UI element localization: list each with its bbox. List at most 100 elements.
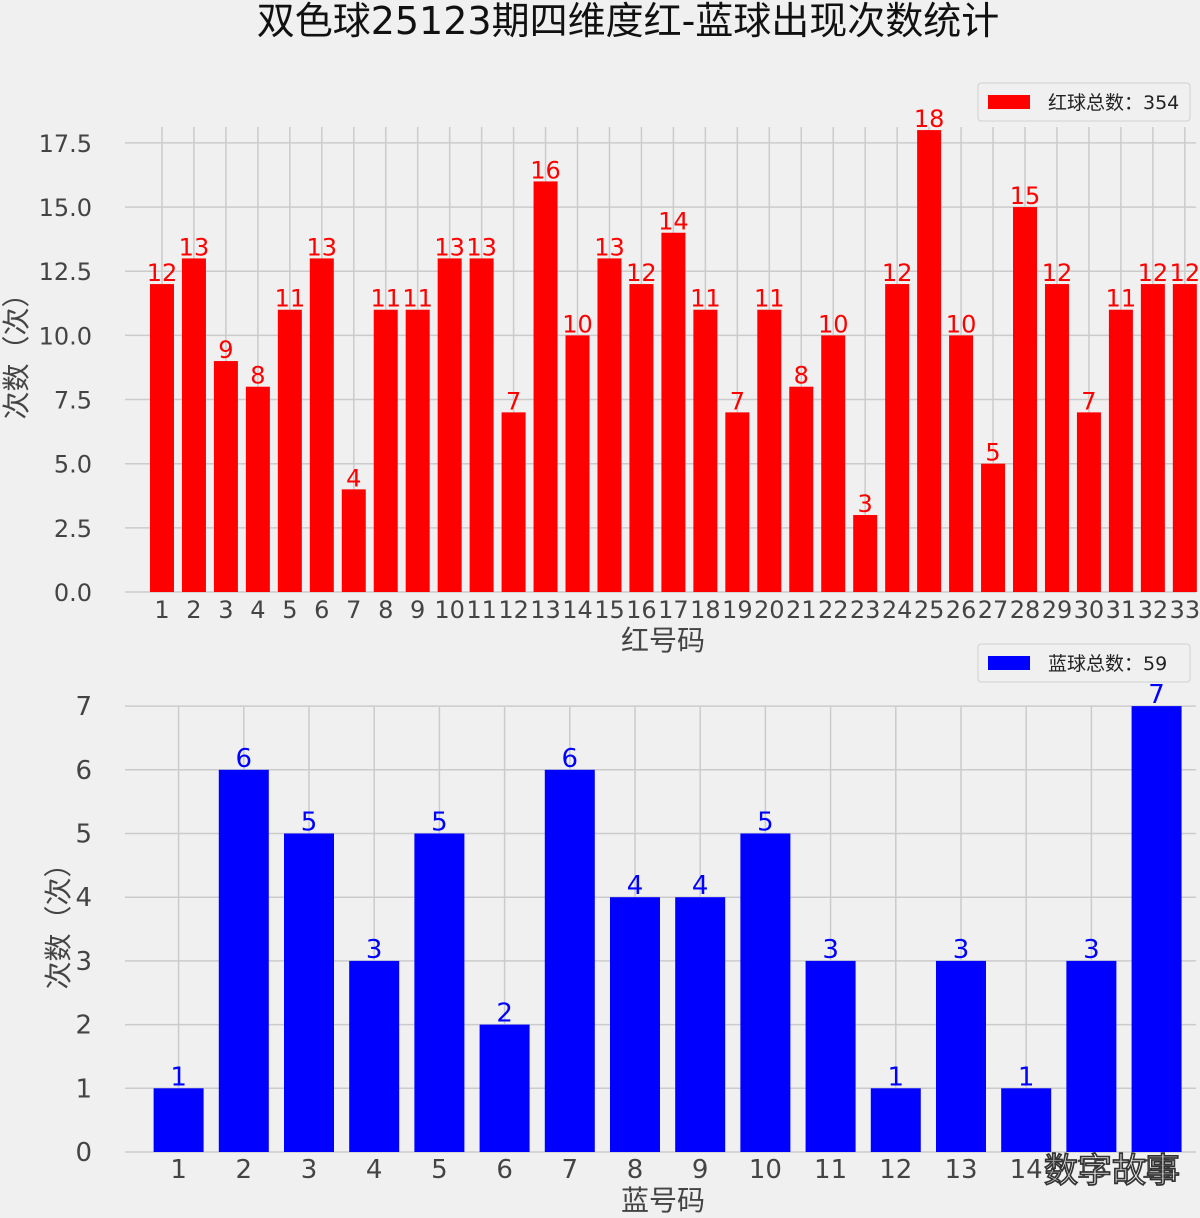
red-bar: [1108, 309, 1133, 592]
blue-bar: [349, 960, 400, 1152]
red-bar: [693, 309, 718, 592]
red-x-tick-label: 30: [1074, 596, 1105, 624]
red-x-tick-label: 27: [978, 596, 1009, 624]
blue-y-tick-label: 1: [75, 1074, 92, 1104]
red-x-tick-label: 24: [882, 596, 913, 624]
watermark-text: 数字故事: [1044, 1151, 1180, 1191]
red-y-tick-label: 10.0: [39, 322, 92, 350]
blue-x-tick-label: 15: [1075, 1155, 1108, 1185]
red-bar: [725, 412, 750, 592]
blue-bar-value-label: 6: [562, 744, 579, 774]
blue-x-tick-label: 7: [562, 1155, 579, 1185]
blue-x-tick-label: 16: [1140, 1155, 1173, 1185]
red-bar-value-label: 10: [818, 310, 849, 338]
blue-legend: 蓝球总数：59: [977, 643, 1191, 683]
red-y-ticks: 0.0 2.5 5.0 7.5 10.0 12.5 15.0 17.5: [39, 130, 92, 607]
red-x-tick-label: 31: [1106, 596, 1137, 624]
red-x-axis-label: 红号码: [621, 624, 705, 657]
blue-bar-value-label: 1: [888, 1062, 905, 1092]
red-bar: [149, 284, 174, 592]
red-y-tick-label: 17.5: [39, 130, 92, 158]
blue-bar: [479, 1024, 530, 1152]
blue-bar-value-label: 3: [366, 935, 383, 965]
red-bar: [1044, 284, 1069, 592]
red-bar-value-label: 15: [1010, 182, 1041, 210]
red-x-tick-label: 11: [466, 596, 497, 624]
red-bar: [245, 386, 270, 592]
red-bar-value-label: 18: [914, 105, 945, 133]
blue-bar: [1066, 960, 1117, 1152]
red-bar: [629, 284, 654, 592]
blue-y-tick-label: 3: [75, 947, 92, 977]
red-y-tick-label: 0.0: [54, 579, 92, 607]
red-bar: [917, 130, 942, 592]
red-x-tick-label: 29: [1042, 596, 1073, 624]
red-bar: [661, 232, 686, 593]
blue-bar: [870, 1088, 921, 1152]
blue-bar-value-label: 5: [757, 808, 774, 838]
blue-y-tick-label: 0: [75, 1138, 92, 1168]
blue-x-tick-label: 14: [1010, 1155, 1043, 1185]
red-bar: [437, 258, 462, 592]
blue-x-tick-label: 1: [170, 1155, 187, 1185]
blue-bar: [283, 833, 334, 1152]
blue-bar: [218, 769, 269, 1152]
blue-x-tick-label: 10: [749, 1155, 782, 1185]
blue-y-tick-label: 5: [75, 820, 92, 850]
blue-y-tick-label: 2: [75, 1011, 92, 1041]
red-x-tick-label: 4: [250, 596, 265, 624]
blue-x-tick-label: 3: [301, 1155, 318, 1185]
blue-bar: [544, 769, 595, 1152]
red-y-axis-label: 次数（次）: [0, 279, 33, 419]
red-bar-value-label: 12: [626, 259, 657, 287]
red-bar-value-label: 8: [250, 362, 265, 390]
red-bar-value-label: 10: [946, 310, 977, 338]
red-bar-value-label: 12: [147, 259, 178, 287]
red-bar-value-label: 13: [307, 233, 338, 261]
blue-bar-value-label: 5: [431, 808, 448, 838]
blue-bar: [609, 897, 660, 1152]
red-bar: [757, 309, 782, 592]
blue-x-axis-label: 蓝号码: [621, 1184, 705, 1214]
red-bar-value-label: 7: [1081, 387, 1096, 415]
blue-x-tick-label: 9: [692, 1155, 709, 1185]
blue-bar: [1001, 1088, 1052, 1152]
blue-legend-label: 蓝球总数：59: [1048, 653, 1167, 675]
red-x-tick-label: 17: [658, 596, 689, 624]
blue-bar-value-label: 2: [496, 999, 513, 1029]
red-bar-value-label: 10: [562, 310, 593, 338]
blue-bar-value-label: 4: [627, 871, 644, 901]
blue-bar-value-label: 3: [1083, 935, 1100, 965]
red-bar: [597, 258, 622, 592]
blue-bar-value-label: 3: [822, 935, 839, 965]
red-bar-value-label: 9: [218, 336, 233, 364]
red-bar-value-label: 7: [506, 387, 521, 415]
red-y-tick-label: 5.0: [54, 451, 92, 479]
red-bar: [949, 335, 974, 592]
blue-x-tick-label: 13: [944, 1155, 977, 1185]
red-x-tick-label: 7: [346, 596, 361, 624]
blue-x-tick-label: 8: [627, 1155, 644, 1185]
red-bar: [1140, 284, 1165, 592]
red-y-tick-label: 7.5: [54, 387, 92, 415]
red-bar-value-label: 11: [402, 285, 433, 313]
red-x-tick-label: 18: [690, 596, 721, 624]
red-y-tick-label: 12.5: [39, 258, 92, 286]
red-x-tick-label: 2: [186, 596, 201, 624]
red-bar: [565, 335, 590, 592]
red-bar-value-label: 12: [1042, 259, 1073, 287]
red-bar-value-label: 4: [346, 464, 361, 492]
red-y-tick-label: 15.0: [39, 194, 92, 222]
red-x-tick-label: 26: [946, 596, 977, 624]
blue-bar: [675, 897, 726, 1152]
red-bar: [533, 181, 558, 593]
blue-x-tick-label: 6: [496, 1155, 513, 1185]
red-bar-value-label: 11: [275, 285, 306, 313]
red-x-tick-label: 22: [818, 596, 849, 624]
blue-x-tick-label: 4: [366, 1155, 383, 1185]
red-bar-value-label: 12: [1138, 259, 1169, 287]
red-bar: [341, 489, 366, 592]
